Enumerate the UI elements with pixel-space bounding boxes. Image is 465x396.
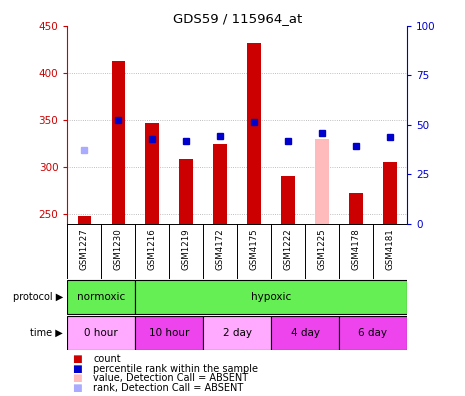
Bar (112, 61, 125, 224)
Bar (203, 316, 271, 350)
Text: 6 day: 6 day (359, 327, 387, 338)
Text: GSM4172: GSM4172 (216, 228, 225, 270)
Text: GSM1230: GSM1230 (114, 228, 123, 270)
Bar (281, 176, 295, 224)
Text: GSM1227: GSM1227 (80, 228, 89, 270)
Bar (213, 144, 227, 224)
Bar (146, 123, 159, 224)
Bar (315, 139, 329, 224)
Bar (179, 159, 193, 224)
Text: GSM1219: GSM1219 (182, 228, 191, 270)
Title: GDS59 / 115964_at: GDS59 / 115964_at (173, 11, 302, 25)
Text: GSM4178: GSM4178 (352, 228, 360, 270)
Bar (349, 192, 363, 224)
Bar (339, 316, 407, 350)
Text: GSM1222: GSM1222 (284, 228, 292, 270)
Text: ■: ■ (72, 373, 82, 383)
Text: GSM1216: GSM1216 (148, 228, 157, 270)
Text: GSM4181: GSM4181 (385, 228, 394, 270)
Text: time ▶: time ▶ (30, 327, 63, 338)
Text: normoxic: normoxic (77, 292, 126, 302)
Text: 2 day: 2 day (223, 327, 252, 338)
Text: protocol ▶: protocol ▶ (13, 292, 63, 302)
Text: count: count (93, 354, 120, 364)
Text: ■: ■ (72, 354, 82, 364)
Text: GSM4175: GSM4175 (250, 228, 259, 270)
Bar (135, 316, 203, 350)
Bar (135, 280, 407, 314)
Text: 0 hour: 0 hour (85, 327, 118, 338)
Bar (383, 162, 397, 224)
Text: hypoxic: hypoxic (251, 292, 291, 302)
Bar (271, 316, 339, 350)
Text: rank, Detection Call = ABSENT: rank, Detection Call = ABSENT (93, 383, 243, 393)
Bar (67, 316, 135, 350)
Text: value, Detection Call = ABSENT: value, Detection Call = ABSENT (93, 373, 248, 383)
Text: ■: ■ (72, 364, 82, 374)
Bar (78, 216, 91, 224)
Text: 10 hour: 10 hour (149, 327, 189, 338)
Text: 4 day: 4 day (291, 327, 319, 338)
Text: GSM1225: GSM1225 (318, 228, 326, 270)
Bar (67, 280, 135, 314)
Text: percentile rank within the sample: percentile rank within the sample (93, 364, 258, 374)
Text: ■: ■ (72, 383, 82, 393)
Bar (247, 43, 261, 224)
